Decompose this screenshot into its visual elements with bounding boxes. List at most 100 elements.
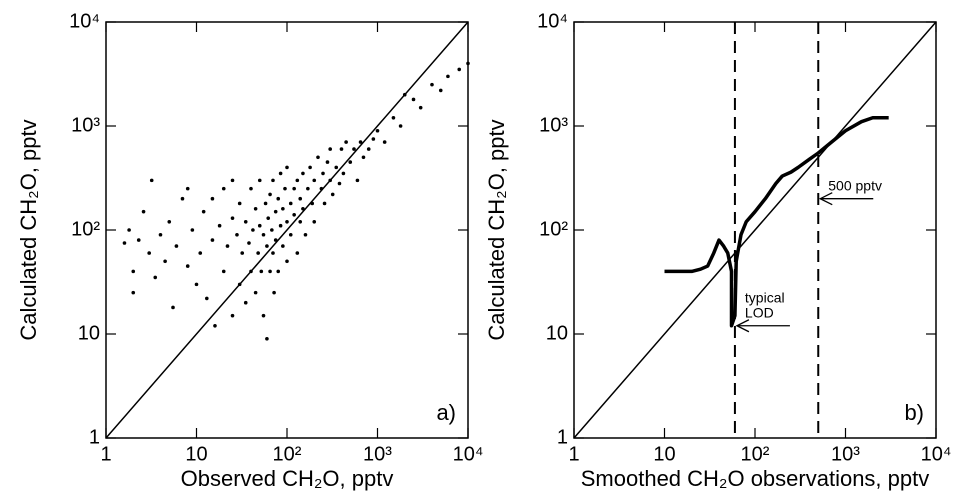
data-point (371, 137, 376, 141)
data-point (361, 155, 366, 160)
data-point (283, 186, 287, 191)
data-point (328, 178, 332, 183)
arrow-head (735, 319, 750, 333)
data-point (180, 196, 185, 201)
data-point (253, 290, 258, 295)
data-point (225, 244, 230, 248)
data-point (136, 238, 141, 242)
data-point (249, 186, 253, 191)
data-point (261, 232, 266, 237)
data-point (298, 196, 303, 201)
data-point (438, 88, 443, 93)
data-point (158, 232, 163, 237)
data-point (210, 196, 215, 201)
data-point (330, 192, 335, 197)
data-point (257, 178, 262, 183)
data-point (240, 251, 245, 255)
data-point (141, 209, 146, 214)
data-point (230, 216, 235, 220)
data-point (334, 165, 339, 170)
x-tick-label: 10² (741, 443, 770, 465)
data-point (457, 67, 462, 72)
x-tick-label: 10⁴ (453, 443, 484, 465)
data-point (253, 206, 258, 211)
data-point (268, 269, 272, 274)
data-point (259, 269, 264, 274)
data-point (312, 178, 317, 183)
x-axis-title: Observed CH₂O, pptv (181, 466, 394, 491)
data-point (265, 336, 269, 341)
data-point (278, 223, 283, 228)
data-point (322, 201, 327, 206)
data-point (171, 305, 175, 310)
data-point (418, 105, 423, 110)
data-point (131, 290, 136, 295)
data-point (153, 275, 158, 280)
data-point (185, 264, 190, 268)
data-point (288, 232, 293, 237)
data-point (243, 219, 248, 224)
y-tick-label: 10 (78, 322, 100, 344)
annotation-text: 500 pptv (828, 177, 882, 193)
data-point (243, 300, 248, 305)
data-point (198, 251, 203, 255)
data-point (348, 160, 353, 164)
data-point (281, 206, 285, 211)
data-point (316, 155, 320, 160)
data-point (127, 228, 131, 232)
data-point (249, 269, 253, 274)
one-to-one-line (573, 21, 937, 439)
data-point (167, 219, 172, 224)
data-point (321, 171, 325, 176)
data-point (273, 238, 278, 242)
data-point (257, 223, 262, 228)
data-point (312, 219, 317, 224)
data-point (271, 178, 275, 183)
x-tick-label: 10⁴ (921, 443, 952, 465)
data-point (213, 323, 217, 328)
x-tick-label: 1 (568, 443, 579, 465)
y-axis-title: Calculated CH₂O, pptv (484, 119, 509, 340)
data-point (341, 171, 346, 176)
data-point (149, 178, 154, 183)
data-point (147, 251, 151, 255)
data-point (352, 147, 356, 151)
data-point (281, 244, 285, 248)
data-point (237, 282, 242, 287)
data-point (430, 82, 434, 87)
y-tick-label: 1 (557, 426, 568, 448)
y-tick-label: 10⁴ (69, 10, 100, 32)
data-point (328, 147, 332, 151)
data-point (261, 313, 266, 318)
data-point (382, 140, 387, 144)
data-point (375, 128, 380, 133)
data-point (344, 140, 348, 144)
annotation-text: LOD (745, 304, 774, 320)
data-point (358, 140, 363, 144)
data-point (201, 209, 206, 214)
data-point (263, 201, 268, 206)
x-tick-label: 10 (185, 443, 207, 465)
data-point (292, 186, 296, 191)
data-point (366, 147, 371, 151)
data-line (664, 116, 889, 328)
data-point (217, 223, 222, 228)
x-tick-label: 10³ (363, 443, 392, 465)
arrow-head (818, 192, 833, 206)
y-tick-label: 10⁴ (537, 10, 568, 32)
data-point (270, 228, 274, 232)
data-point (190, 228, 195, 232)
data-point (301, 206, 305, 211)
y-tick-label: 1 (89, 426, 100, 448)
data-point (308, 165, 312, 170)
data-point (194, 282, 199, 287)
y-tick-label: 10² (71, 218, 100, 240)
data-point (271, 251, 275, 255)
data-point (398, 124, 403, 128)
data-point (122, 241, 127, 245)
x-tick-label: 1 (100, 443, 111, 465)
data-point (174, 244, 179, 248)
data-point (285, 219, 289, 224)
